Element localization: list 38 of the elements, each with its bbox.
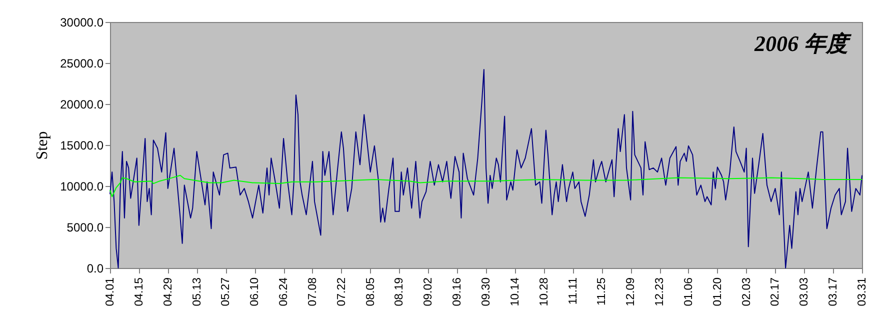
chart-title: 2006 年度 xyxy=(754,31,852,56)
x-tick-label: 04.29 xyxy=(162,278,174,306)
x-tick-label: 02.03 xyxy=(740,278,753,306)
x-tick-label: 04.01 xyxy=(104,278,116,306)
x-tick-label: 10.14 xyxy=(509,276,522,306)
x-tick-label: 11.11 xyxy=(567,278,580,305)
x-tick-label: 09.02 xyxy=(422,278,435,306)
line-series xyxy=(110,174,862,198)
y-tick-label: 10000.0 xyxy=(60,180,104,194)
x-tick-label: 05.27 xyxy=(220,278,232,306)
x-tick-label: 04.15 xyxy=(133,278,146,306)
y-tick-label: 20000.0 xyxy=(60,98,104,112)
y-tick-label: 25000.0 xyxy=(60,56,104,70)
x-tick-label: 01.06 xyxy=(682,278,695,306)
x-tick-label: 03.31 xyxy=(856,278,868,306)
y-tick-label: 30000.0 xyxy=(60,16,104,30)
x-tick-label: 09.30 xyxy=(480,278,492,306)
y-tick-label: 15000.0 xyxy=(60,138,104,152)
x-tick-label: 07.22 xyxy=(336,278,348,306)
line-series xyxy=(110,69,862,268)
x-tick-label: 07.08 xyxy=(306,278,319,306)
y-tick-label: 5000.0 xyxy=(66,220,104,234)
x-tick-label: 06.24 xyxy=(278,276,290,306)
x-tick-label: 10.28 xyxy=(538,278,550,306)
x-tick-label: 02.17 xyxy=(770,278,782,306)
x-tick-label: 11.25 xyxy=(596,278,608,306)
x-tick-label: 03.17 xyxy=(828,278,840,306)
x-tick-label: 05.13 xyxy=(191,278,204,306)
x-tick-label: 09.16 xyxy=(452,278,464,306)
x-tick-label: 12.23 xyxy=(654,278,666,306)
x-tick-label: 06.10 xyxy=(249,278,262,306)
x-tick-label: 12.09 xyxy=(625,278,638,306)
y-tick-label: 0.0 xyxy=(86,262,104,276)
x-tick-label: 01.20 xyxy=(712,278,724,306)
x-tick-label: 08.19 xyxy=(394,278,406,306)
x-tick-label: 08.05 xyxy=(364,278,377,306)
x-tick-label: 03.03 xyxy=(798,278,811,306)
y-axis-title: Step xyxy=(34,131,52,160)
